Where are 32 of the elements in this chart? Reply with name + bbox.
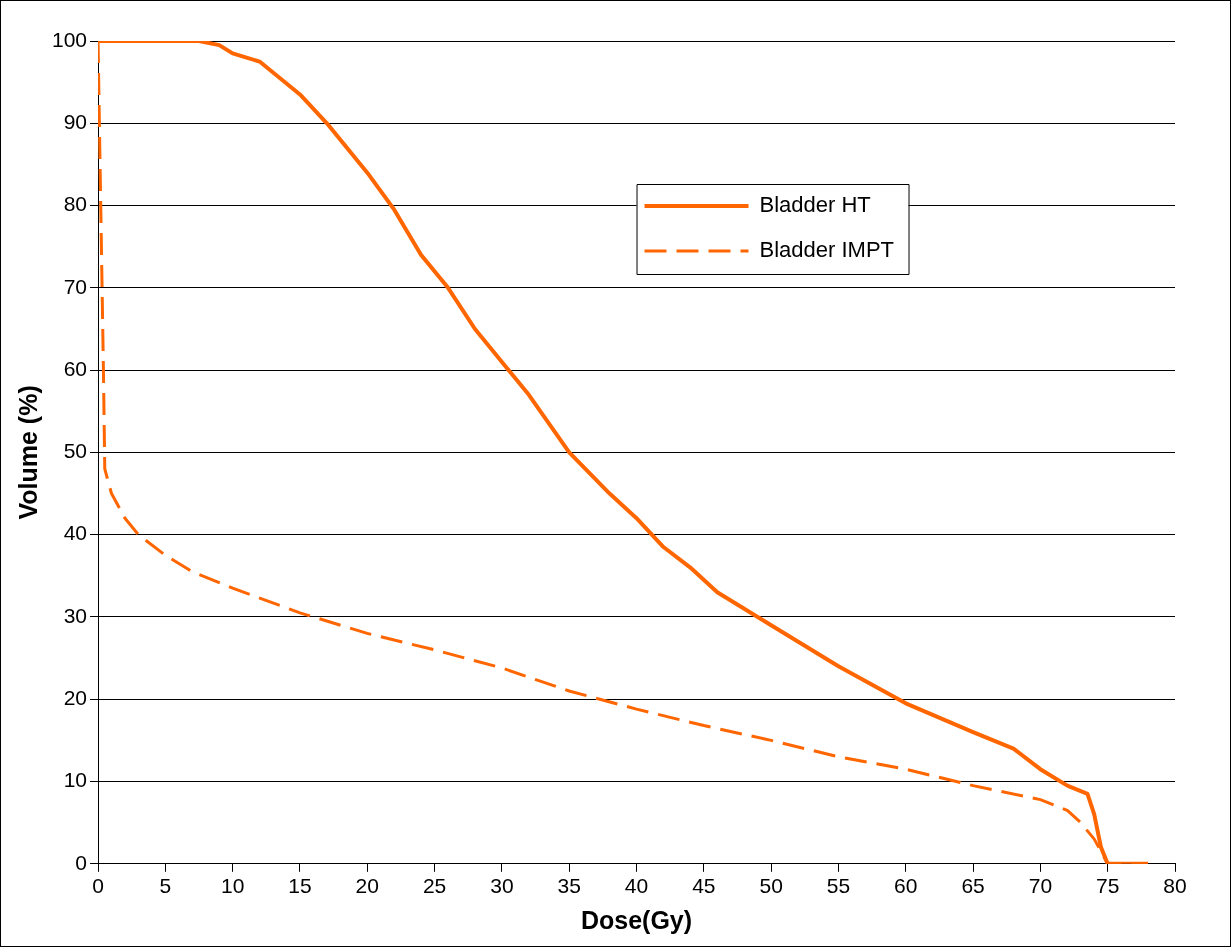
y-tick-label: 90	[63, 110, 88, 134]
x-tick-label: 15	[288, 874, 312, 898]
y-tick-label: 30	[63, 603, 88, 627]
x-tick-label: 60	[894, 874, 918, 898]
x-tick-label: 65	[961, 874, 985, 898]
y-tick-label: 70	[63, 274, 88, 298]
y-axis-title: Volume (%)	[13, 385, 42, 520]
x-tick-label: 10	[220, 874, 245, 898]
x-tick-label: 35	[557, 874, 581, 898]
y-tick-label: 0	[75, 850, 88, 874]
y-tick-label: 80	[63, 192, 88, 216]
y-tick-label: 50	[63, 439, 88, 463]
x-tick-label: 45	[692, 874, 716, 898]
y-tick-label: 60	[63, 356, 88, 380]
y-tick-label: 100	[51, 27, 88, 51]
x-tick-label: 50	[759, 874, 783, 898]
x-tick-label: 75	[1096, 874, 1120, 898]
legend-label: Bladder IMPT	[759, 237, 895, 263]
y-tick-label: 40	[63, 521, 88, 545]
x-tick-label: 40	[624, 874, 649, 898]
x-tick-label: 70	[1028, 874, 1053, 898]
x-tick-label: 0	[92, 874, 104, 898]
y-tick-label: 20	[63, 686, 88, 710]
x-tick-label: 55	[826, 874, 851, 898]
y-tick-label: 10	[63, 768, 88, 792]
x-tick-label: 80	[1163, 874, 1187, 898]
x-tick-label: 25	[422, 874, 447, 898]
legend-label: Bladder HT	[759, 192, 871, 218]
x-tick-label: 30	[490, 874, 514, 898]
x-axis-title: Dose(Gy)	[580, 905, 693, 934]
x-tick-label: 5	[159, 874, 172, 898]
x-tick-label: 20	[355, 874, 379, 898]
